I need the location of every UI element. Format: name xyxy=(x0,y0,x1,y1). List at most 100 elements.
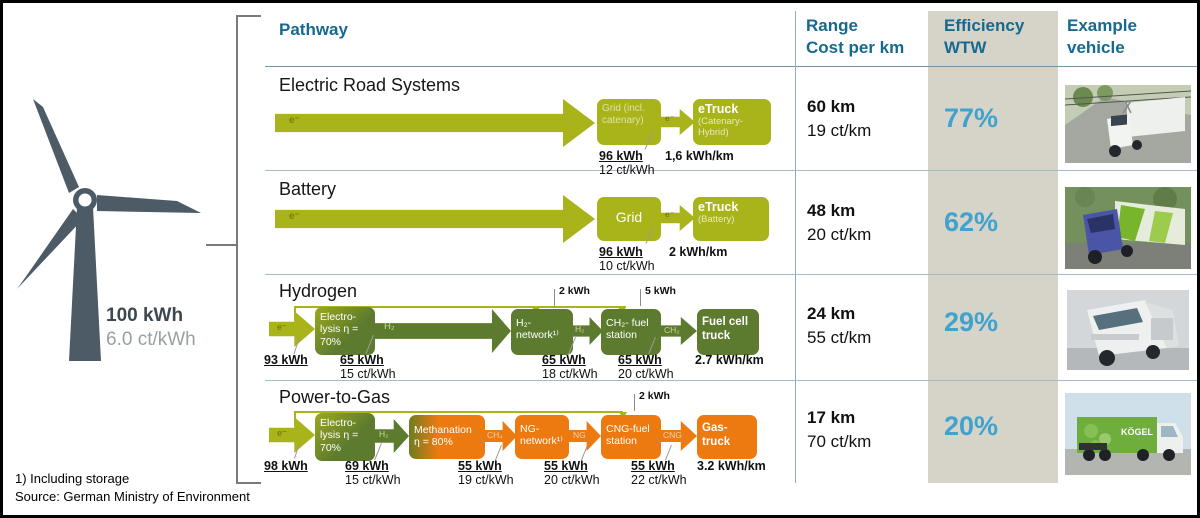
consumption-label: 1,6 kWh/km xyxy=(665,149,734,163)
methanation-node: Methanation η = 80% xyxy=(409,415,485,459)
feed-line xyxy=(294,306,626,308)
range-value: 60 km xyxy=(807,97,856,116)
kwh-value: 98 kWh xyxy=(264,459,308,473)
kwh-value: 96 kWh xyxy=(599,245,643,259)
row-title: Battery xyxy=(279,179,337,199)
grid-energy-label: 96 kWh 12 ct/kWh xyxy=(599,149,655,177)
step-energy-label: 55 kWh 22 ct/kWh xyxy=(631,459,687,487)
etruck-name: eTruck xyxy=(698,102,739,116)
step-energy-label: 65 kWh 20 ct/kWh xyxy=(618,353,674,381)
etruck-node: eTruck (Battery) xyxy=(693,197,769,241)
row-separator-2 xyxy=(265,274,1197,275)
hydrogen-flow-arrow xyxy=(375,309,511,353)
row-separator-3 xyxy=(265,380,1197,381)
feed-energy-label: 2 kWh xyxy=(559,285,590,297)
consumption-label: 2 kWh/km xyxy=(669,245,728,259)
column-header-range: Range xyxy=(806,16,858,35)
callout-line xyxy=(581,445,588,461)
etruck-name: eTruck xyxy=(698,200,739,214)
footnote-including-storage: 1) Including storage xyxy=(15,471,130,486)
electron-label: e⁻ xyxy=(289,115,300,126)
cng-fuel-station-node: CNG-fuel station xyxy=(601,415,661,459)
column-header-efficiency: Efficiency xyxy=(944,16,1025,35)
row-title: Electric Road Systems xyxy=(279,75,461,95)
step-energy-label: 69 kWh 15 ct/kWh xyxy=(345,459,401,487)
electron-label: e⁻ xyxy=(277,322,287,332)
wind-turbine-icon xyxy=(17,99,201,361)
kwh-cost: 20 ct/kWh xyxy=(544,473,600,487)
electricity-arrow xyxy=(269,311,315,347)
etruck-node: eTruck (Catenary-Hybrid) xyxy=(693,99,771,145)
row-title: Hydrogen xyxy=(279,281,358,301)
kwh-value: 65 kWh xyxy=(618,353,662,367)
range-value: 17 km xyxy=(807,408,856,427)
kwh-value: 55 kWh xyxy=(631,459,675,473)
source-attribution: Source: German Ministry of Environment xyxy=(15,489,250,504)
step-energy-label: 55 kWh 19 ct/kWh xyxy=(458,459,514,487)
row-title: Power-to-Gas xyxy=(279,387,391,407)
column-header-range-sub: Cost per km xyxy=(806,38,905,57)
feed-energy-label: 5 kWh xyxy=(645,285,676,297)
ch2-fuel-station-node: CH₂- fuel station xyxy=(601,309,661,355)
efficiency-value: 29% xyxy=(944,307,999,337)
efficiency-value: 20% xyxy=(944,411,999,441)
kwh-value: 65 kWh xyxy=(542,353,586,367)
grid-node: Grid xyxy=(597,197,661,241)
electron-label: e⁻ xyxy=(289,211,300,222)
kwh-cost: 18 ct/kWh xyxy=(542,367,598,381)
cost-per-km-value: 19 ct/km xyxy=(807,121,872,140)
h2-carrier-label: H₂ xyxy=(575,324,585,334)
input-energy-label: 98 kWh xyxy=(264,459,308,473)
kwh-value: 93 kWh xyxy=(264,353,308,367)
kwh-value: 65 kWh xyxy=(340,353,384,367)
electron-label: e⁻ xyxy=(665,113,675,123)
electron-label: e⁻ xyxy=(665,209,675,219)
consumption-label: 3.2 kWh/km xyxy=(697,459,766,473)
kwh-value: 55 kWh xyxy=(544,459,588,473)
vehicle-brand-text: KÖGEL xyxy=(1121,427,1154,437)
electrolysis-node: Electro-lysis η = 70% xyxy=(315,307,375,355)
range-column-divider xyxy=(795,11,796,483)
kwh-value: 96 kWh xyxy=(599,149,643,163)
feed-tick xyxy=(640,289,641,306)
cost-per-km-value: 55 ct/km xyxy=(807,328,872,347)
callout-line xyxy=(495,445,502,461)
column-header-vehicle-sub: vehicle xyxy=(1067,38,1125,57)
vehicle-photo-fuel-cell-truck xyxy=(1067,290,1189,370)
electricity-arrow xyxy=(269,417,315,453)
h2-network-node: H₂-network¹⁾ xyxy=(511,309,573,355)
etruck-sub: (Catenary-Hybrid) xyxy=(698,115,743,138)
source-energy-amount: 100 kWh xyxy=(106,305,184,326)
kwh-value: 69 kWh xyxy=(345,459,389,473)
input-energy-label: 93 kWh xyxy=(264,353,308,367)
efficiency-column-background xyxy=(928,11,1058,483)
column-header-efficiency-sub: WTW xyxy=(944,38,987,57)
step-energy-label: 55 kWh 20 ct/kWh xyxy=(544,459,600,487)
row-separator-1 xyxy=(265,170,1197,171)
kwh-cost: 15 ct/kWh xyxy=(340,367,396,381)
electron-label: e⁻ xyxy=(277,428,287,438)
consumption-label: 2.7 kWh/km xyxy=(695,353,764,367)
kwh-cost: 19 ct/kWh xyxy=(458,473,514,487)
kwh-cost: 15 ct/kWh xyxy=(345,473,401,487)
callout-line xyxy=(665,445,672,461)
fuel-cell-truck-node: Fuel cell truck xyxy=(697,309,759,355)
feed-energy-label: 2 kWh xyxy=(639,390,670,402)
vehicle-photo-catenary-truck xyxy=(1065,85,1191,163)
feed-tick xyxy=(634,394,635,411)
kwh-value: 55 kWh xyxy=(458,459,502,473)
range-value: 48 km xyxy=(807,201,856,220)
ng-carrier-label: NG xyxy=(573,430,586,440)
cost-per-km-value: 20 ct/km xyxy=(807,225,872,244)
ch2-carrier-label: CH₂ xyxy=(664,325,680,335)
grid-energy-label: 96 kWh 10 ct/kWh xyxy=(599,245,655,273)
vehicle-photo-cng-gas-truck: KÖGEL xyxy=(1065,393,1191,475)
gas-truck-node: Gas-truck xyxy=(697,415,757,459)
header-separator xyxy=(265,66,1197,67)
bracket-connector xyxy=(206,244,236,246)
bracket-bottom-tick xyxy=(236,482,261,484)
etruck-sub: (Battery) xyxy=(698,213,735,225)
vehicle-photo-battery-truck xyxy=(1065,187,1191,269)
ng-network-node: NG-network¹⁾ xyxy=(515,415,569,459)
